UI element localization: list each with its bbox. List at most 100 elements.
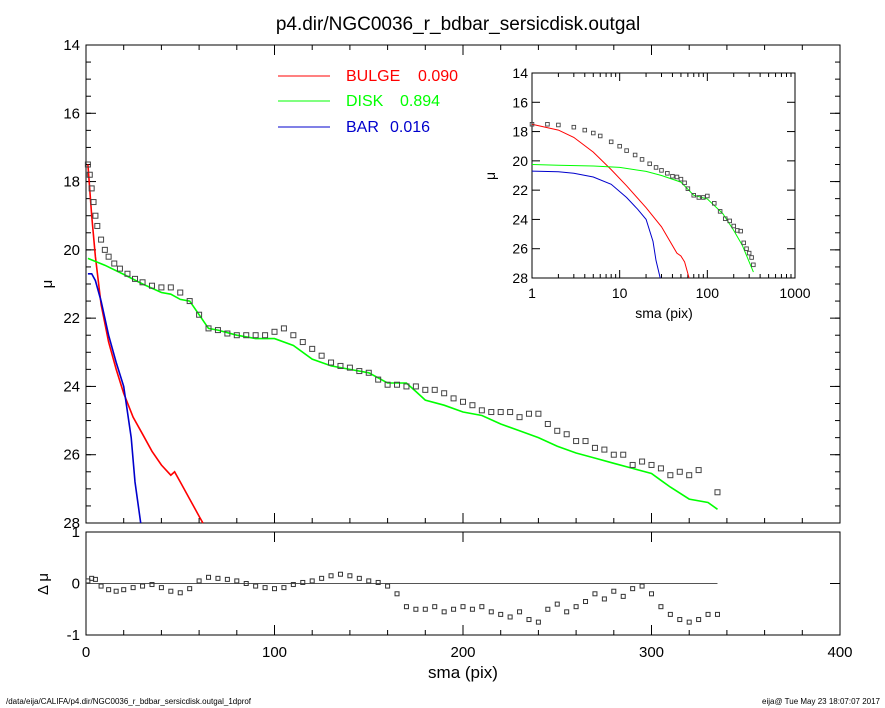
main-data-point: [450, 395, 457, 402]
inset-data-point: [653, 165, 659, 170]
main-y-axis: 14 16 18 20 22 24 26 28: [63, 37, 840, 532]
residual-data-point: [168, 588, 174, 594]
residual-data-point: [535, 619, 541, 625]
main-data-point: [243, 332, 250, 339]
residual-data-point: [498, 611, 504, 617]
residual-data-point: [375, 579, 381, 585]
main-data-point: [639, 458, 646, 465]
inset-y-axis-label: μ: [482, 172, 498, 180]
residual-y-axis-label: Δ μ: [35, 573, 52, 595]
main-data-point: [262, 332, 269, 339]
residual-data-point: [309, 578, 315, 584]
inset-data-point: [617, 143, 622, 149]
residual-data-point: [696, 617, 702, 623]
main-series-bulge: [87, 164, 204, 524]
main-data-point: [507, 409, 514, 416]
main-series-bar: [87, 272, 142, 524]
main-y-tick-label: 14: [63, 37, 80, 54]
residual-data-point: [215, 575, 221, 581]
residual-data-point: [413, 606, 419, 612]
inset-data-point: [639, 157, 645, 162]
inset-data-point: [696, 195, 702, 200]
main-data-point: [90, 199, 97, 206]
main-y-tick-label: 20: [63, 242, 80, 259]
main-data-point: [648, 461, 655, 468]
residual-data-point: [479, 604, 485, 610]
main-x-axis: [85, 45, 841, 523]
x-tick-label: 400: [827, 644, 852, 661]
residual-data-point: [272, 586, 277, 592]
inset-data-point: [659, 168, 664, 173]
legend-value-bulge: 0.090: [418, 68, 458, 85]
residual-data-point: [573, 604, 579, 610]
residual-data-point: [394, 591, 400, 597]
main-data-point: [535, 410, 542, 417]
inset-y-axis: 14 16 18 20 22 24 26 28: [512, 65, 795, 286]
main-y-tick-label: 26: [63, 447, 80, 464]
residual-data-point: [592, 591, 598, 597]
residual-data-point: [92, 576, 98, 582]
inset-data-point: [682, 180, 687, 186]
inset-panel: 14 16 18 20 22 24 26 28 μ 1 10 100 1000 sma (pix): [482, 65, 811, 321]
main-data-points: [84, 161, 721, 496]
legend-label-disk: DISK: [346, 93, 384, 110]
residual-data-point: [149, 582, 155, 588]
main-data-point: [328, 359, 335, 366]
main-data-point: [196, 311, 203, 318]
main-y-tick-label: 18: [63, 174, 80, 191]
main-data-point: [629, 461, 636, 468]
inset-y-tick-label: 14: [512, 65, 528, 81]
residual-data-point: [290, 582, 296, 588]
main-data-point: [554, 427, 561, 434]
main-data-point: [394, 381, 401, 388]
residual-data-point: [469, 606, 475, 612]
inset-series-disk: [531, 164, 754, 273]
residual-data-point: [319, 575, 325, 581]
main-data-point: [116, 265, 123, 272]
main-data-point: [469, 402, 476, 409]
inset-y-tick-label: 28: [512, 270, 528, 286]
residual-data-point: [328, 573, 334, 579]
residual-data-point: [460, 604, 466, 610]
main-data-point: [94, 222, 101, 229]
main-data-point: [365, 369, 372, 376]
main-data-point: [233, 332, 240, 339]
residual-data-point: [113, 588, 119, 594]
main-data-point: [271, 328, 278, 335]
inset-data-point: [582, 127, 588, 133]
main-data-point: [497, 409, 504, 416]
inset-data-points: [529, 121, 756, 268]
main-data-point: [346, 364, 353, 371]
main-series-disk: [87, 257, 718, 510]
main-data-point: [105, 253, 112, 260]
residual-data-point: [234, 578, 240, 584]
residual-data-point: [714, 611, 720, 617]
residual-data-point: [158, 585, 164, 591]
main-data-point: [205, 325, 212, 332]
main-data-point: [86, 171, 93, 178]
main-data-point: [488, 409, 495, 416]
inset-data-point: [685, 186, 691, 191]
legend-value-bar: 0.016: [390, 119, 430, 136]
inset-y-tick-label: 22: [512, 182, 528, 198]
residual-data-point: [106, 587, 112, 593]
main-data-point: [299, 339, 306, 346]
inset-data-point: [591, 130, 596, 136]
legend: BULGE 0.090 DISK 0.894 BAR 0.016: [278, 68, 458, 136]
inset-series-bulge: [531, 123, 690, 279]
legend-label-bar: BAR: [346, 119, 379, 136]
residual-data-point: [121, 587, 127, 593]
residual-data-point: [686, 619, 692, 625]
inset-data-point: [608, 139, 614, 145]
inset-data-point: [556, 122, 561, 128]
residual-data-point: [432, 604, 438, 610]
main-data-point: [177, 289, 184, 296]
main-data-point: [657, 465, 664, 472]
inset-data-point: [597, 133, 603, 139]
inset-y-tick-label: 16: [512, 94, 528, 110]
main-data-point: [337, 362, 344, 369]
residual-data-point: [85, 578, 91, 584]
residual-data-point: [667, 611, 673, 617]
main-data-point: [252, 332, 259, 339]
